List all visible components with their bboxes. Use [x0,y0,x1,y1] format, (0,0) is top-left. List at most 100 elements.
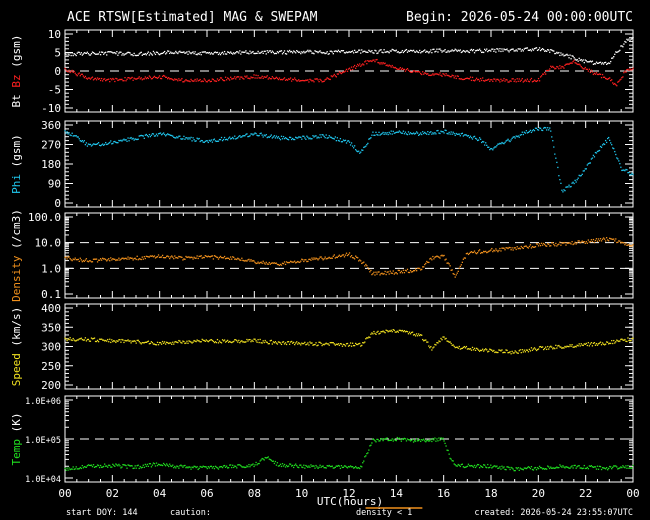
data-point [293,261,295,263]
data-point [377,134,379,136]
data-point [582,344,584,347]
data-point [236,137,238,140]
data-point [192,51,194,53]
data-point [85,142,88,144]
data-point [83,76,86,79]
data-point [249,50,251,52]
data-point [174,78,176,80]
data-point [420,132,422,134]
data-point [151,255,154,257]
data-point [205,339,207,341]
data-point [578,174,580,177]
data-point [549,346,551,348]
data-point [491,148,493,150]
data-point [348,252,351,254]
data-point [429,74,431,77]
data-point [540,242,543,244]
data-point [117,54,119,56]
data-point [627,39,629,41]
data-point [520,245,522,248]
data-point [243,260,245,262]
data-point [403,133,406,135]
data-point [80,259,82,261]
data-point [574,464,576,467]
data-point [499,81,501,83]
data-point [538,243,541,245]
data-point [555,242,557,245]
data-point [139,465,141,468]
data-point [116,340,118,342]
data-point [385,51,387,53]
data-point [387,65,389,67]
data-point [161,340,164,343]
data-point [504,49,506,51]
data-point [146,134,148,137]
data-point [446,132,448,135]
data-point [472,251,475,254]
data-point [223,136,226,139]
data-point [571,55,573,57]
data-point [364,341,366,343]
data-point [470,79,473,82]
data-point [246,338,248,341]
data-point [254,77,256,79]
data-point [393,132,395,134]
data-point [449,265,451,267]
data-point [501,465,503,467]
data-point [498,79,500,81]
data-point [164,53,167,55]
data-point [587,342,589,344]
data-point [428,440,430,442]
data-point [512,249,514,251]
data-point [125,80,127,82]
data-point [110,140,112,142]
data-point [91,338,94,340]
data-point [550,65,552,67]
data-point [631,467,633,469]
data-point [311,342,313,344]
data-point [509,246,511,249]
data-point [235,258,237,260]
data-point [257,462,259,465]
data-point [111,51,113,53]
data-point [166,52,168,54]
data-point [415,131,418,133]
data-point [568,184,570,186]
data-point [211,53,214,55]
data-point [175,340,177,343]
data-point [214,255,217,257]
data-point [435,50,437,52]
data-point [411,270,414,273]
data-point [532,80,535,82]
data-point [431,440,433,443]
data-point [309,78,311,80]
data-point [422,338,424,341]
data-point [330,257,332,259]
data-point [153,255,156,257]
data-point [75,466,77,468]
data-point [133,340,135,342]
data-point [276,137,279,139]
data-point [246,133,248,135]
data-point [95,465,98,468]
data-point [400,440,403,442]
data-point [523,80,525,82]
data-point [280,50,283,52]
data-point [265,261,267,264]
data-point [289,463,292,465]
data-point [307,466,309,468]
data-point [415,70,418,73]
data-point [331,341,333,344]
data-point [210,139,213,141]
data-point [129,257,131,259]
data-point [493,50,495,52]
data-point [382,52,384,54]
data-point [244,135,246,137]
data-point [208,340,210,342]
data-point [167,342,169,344]
data-point [148,75,151,77]
data-point [332,53,334,55]
data-point [526,78,529,80]
data-point [628,171,630,174]
data-point [173,136,175,138]
